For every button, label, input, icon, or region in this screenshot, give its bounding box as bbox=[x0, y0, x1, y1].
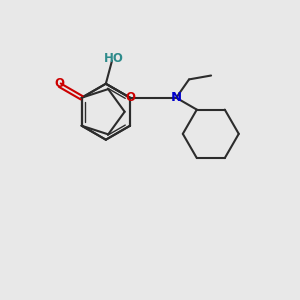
Text: O: O bbox=[125, 91, 135, 104]
Text: O: O bbox=[55, 77, 65, 90]
Text: N: N bbox=[171, 91, 182, 104]
Text: HO: HO bbox=[104, 52, 124, 65]
